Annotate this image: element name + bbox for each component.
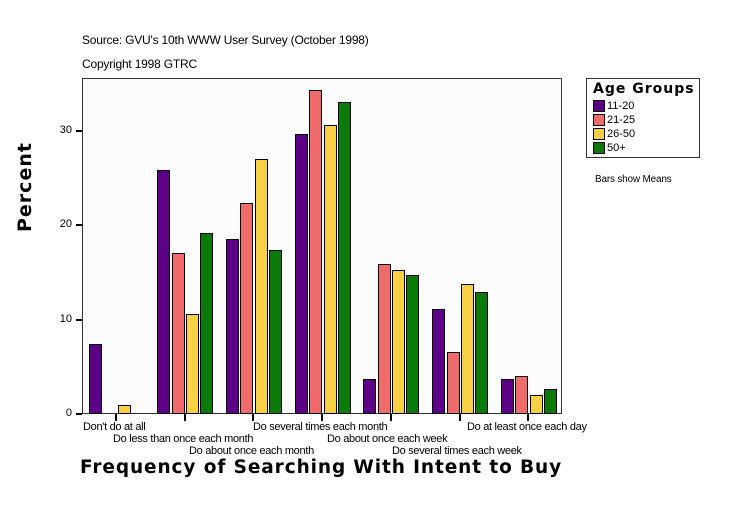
bar: [529, 395, 543, 414]
x-tick: [458, 414, 461, 421]
bar: [294, 133, 308, 414]
bar: [337, 101, 351, 414]
legend-item-26-50: 26-50: [593, 127, 635, 140]
bar: [240, 202, 254, 414]
bar: [268, 249, 282, 414]
legend-label: 21-25: [607, 113, 636, 126]
copyright-text: Copyright 1998 GTRC: [82, 57, 197, 71]
x-tick-label: Do at least once each day: [467, 421, 587, 433]
bar: [461, 283, 474, 414]
bar: [363, 379, 377, 414]
x-tick-label: Do less than once each month: [113, 433, 254, 445]
bar: [446, 351, 460, 414]
legend-item-50-plus: 50+: [593, 141, 626, 154]
y-tick-label: 10: [59, 312, 72, 325]
x-axis-title: Frequency of Searching With Intent to Bu…: [80, 457, 563, 478]
bar: [225, 239, 239, 414]
y-tick-label: 20: [59, 218, 72, 231]
x-tick: [115, 414, 117, 421]
bar: [186, 313, 200, 414]
y-tick: [76, 129, 82, 132]
bar: [432, 309, 445, 414]
x-tick: [321, 414, 324, 421]
y-tick: [76, 318, 82, 321]
legend-item-21-25: 21-25: [593, 113, 635, 126]
bar: [500, 379, 514, 414]
bar: [171, 252, 185, 414]
bar: [515, 376, 529, 414]
y-tick: [76, 224, 82, 227]
y-tick: [76, 413, 82, 415]
legend-title: Age Groups: [593, 81, 695, 97]
source-text: Source: GVU's 10th WWW User Survey (Octo…: [82, 33, 369, 47]
legend: Age Groups 11-20 21-25 26-50 50+: [586, 78, 700, 158]
y-axis-title: Percent: [14, 142, 36, 232]
bar: [377, 263, 391, 414]
bar: [323, 125, 337, 414]
bar: [88, 344, 102, 414]
bar: [157, 169, 171, 414]
x-tick: [389, 414, 392, 421]
x-tick-label: Do several times each week: [392, 445, 522, 457]
bar: [309, 90, 323, 414]
legend-label: 50+: [607, 141, 626, 154]
legend-label: 26-50: [607, 127, 636, 140]
bar: [200, 232, 214, 414]
x-tick-label: Do about once each week: [327, 433, 448, 445]
legend-item-11-20: 11-20: [593, 99, 634, 112]
legend-swatch: [593, 127, 605, 140]
bar: [475, 292, 488, 414]
bar: [406, 275, 420, 414]
bar: [543, 388, 557, 414]
bar: [392, 269, 406, 414]
x-tick: [252, 414, 255, 421]
x-tick: [183, 414, 186, 421]
y-tick-label: 30: [59, 123, 72, 136]
legend-swatch: [593, 141, 605, 154]
legend-label: 11-20: [607, 99, 635, 112]
bar: [254, 159, 268, 414]
x-tick-label: Do about once each month: [189, 445, 314, 457]
y-tick-label: 0: [65, 407, 72, 419]
x-tick-label: Don't do at all: [83, 421, 146, 433]
legend-swatch: [593, 113, 605, 126]
legend-swatch: [593, 99, 605, 112]
x-tick: [527, 414, 530, 421]
x-tick-label: Do several times each month: [253, 421, 388, 433]
means-note: Bars show Means: [595, 174, 672, 185]
bar: [117, 404, 131, 414]
